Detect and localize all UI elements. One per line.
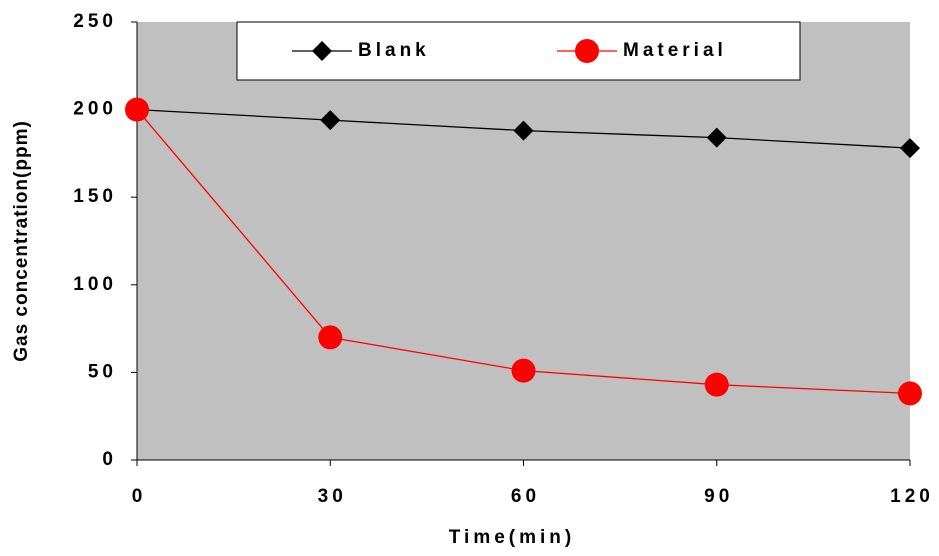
x-tick-label: 30 [318,486,347,507]
plot-area [137,22,910,460]
marker [318,325,343,350]
y-axis-title: Gas concentration(ppm) [11,120,32,362]
x-tick-label: 0 [132,486,147,507]
marker [898,381,922,406]
marker [513,120,534,141]
legend-label: Material [623,40,727,61]
y-tick-label: 0 [102,449,117,470]
marker [511,358,536,383]
legend-label: Blank [358,40,430,61]
marker [706,127,727,148]
x-axis-title: Time(min) [449,527,575,548]
y-tick-label: 50 [88,361,117,382]
y-tick-label: 250 [73,11,117,32]
marker [125,97,149,122]
y-tick-label: 150 [73,186,117,207]
marker [320,110,341,131]
x-tick-label: 60 [511,486,540,507]
x-tick-label: 120 [890,486,934,507]
x-tick-label: 90 [704,486,733,507]
marker [704,372,729,397]
y-tick-label: 100 [73,274,117,295]
marker [312,41,332,61]
y-tick-label: 200 [73,99,117,120]
marker [900,138,920,159]
marker [575,39,599,63]
